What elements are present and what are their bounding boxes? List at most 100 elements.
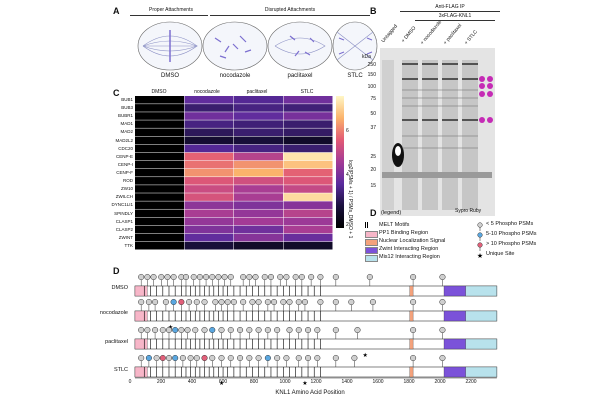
condition-paclitaxel: paclitaxel xyxy=(287,73,313,79)
heatmap-cell-mad1-paclitaxel xyxy=(234,120,283,128)
phospho-site xyxy=(298,273,305,281)
heatmap-colorbar xyxy=(336,96,344,228)
heatmap-cell-bubr1-STLC xyxy=(283,112,333,120)
lane-stlc: + STLC xyxy=(463,29,479,46)
phospho-site xyxy=(439,273,446,281)
nls-region xyxy=(409,338,414,350)
legend-psm-high: > 10 Phospho PSMs xyxy=(486,241,537,247)
phospho-site xyxy=(261,273,268,281)
condition-stlc: STLC xyxy=(347,73,363,79)
phospho-site xyxy=(264,326,271,334)
phospho-site xyxy=(267,273,275,281)
track-backbone xyxy=(134,285,498,297)
marker-37: 37 xyxy=(370,125,376,131)
heatmap-row-label-ttk: TTK xyxy=(124,242,134,248)
marker-75: 75 xyxy=(370,96,376,102)
legend-melt-icon xyxy=(365,222,376,228)
nls-region xyxy=(409,366,414,378)
phospho-site xyxy=(274,326,281,334)
heatmap-row-label-spindly: SPINDLY xyxy=(114,210,133,216)
phospho-site xyxy=(271,298,278,306)
phospho-site xyxy=(178,298,185,306)
spindle-diagrams xyxy=(137,21,378,71)
legend-unique-site: Unique Site xyxy=(486,251,515,257)
heatmap-cell-zwilch-nocodazole xyxy=(184,193,234,201)
phospho-site xyxy=(410,298,417,306)
panel-d-label: D xyxy=(113,266,120,276)
phospho-site xyxy=(332,298,339,306)
phospho-site xyxy=(295,326,302,334)
heatmap-row-label-clasp1: CLASP1 xyxy=(115,218,133,224)
phospho-site xyxy=(439,298,446,306)
heatmap-row-label-dync1li1: DYNC1LI1 xyxy=(111,202,133,208)
heatmap-cell-cenp-e-STLC xyxy=(283,152,333,161)
heatmap-cell-bub3-DMSO xyxy=(135,104,184,112)
heatmap-cell-cenp-i-STLC xyxy=(283,160,333,169)
phospho-site xyxy=(158,273,165,281)
track-label-paclitaxel: paclitaxel xyxy=(105,339,128,345)
track-label-dmso: DMSO xyxy=(111,285,129,291)
legend-nls-text: Nuclear Localization Signal xyxy=(379,238,446,244)
heatmap-cell-dync1li1-DMSO xyxy=(135,201,184,209)
legend-star-icon: ★ xyxy=(477,252,483,258)
phospho-site xyxy=(240,273,247,281)
pp1-region xyxy=(134,285,148,297)
mis12-region xyxy=(465,338,497,350)
phospho-site xyxy=(410,354,417,362)
heatmap-cell-clasp1-paclitaxel xyxy=(234,217,283,226)
heatmap-cell-clasp1-DMSO xyxy=(135,217,184,226)
heatmap-cell-clasp1-nocodazole xyxy=(184,217,234,226)
phospho-site xyxy=(178,326,185,334)
phospho-site xyxy=(186,298,193,306)
heatmap-cell-ttk-nocodazole xyxy=(184,241,234,250)
heatmap-cell-cenp-f-DMSO xyxy=(135,168,184,177)
heatmap-row-label-cenp-i: CENP-I xyxy=(117,161,133,167)
phospho-site xyxy=(165,354,173,362)
heatmap-cell-cenp-i-paclitaxel xyxy=(234,160,283,169)
heatmap-cell-mad2-paclitaxel xyxy=(234,128,283,137)
legend-panel-label: D xyxy=(370,208,377,218)
phospho-site xyxy=(283,354,290,362)
ip-title: Anti-FLAG IP xyxy=(435,4,465,10)
phospho-site xyxy=(153,354,160,362)
phospho-site xyxy=(348,298,355,306)
phospho-site xyxy=(162,298,169,306)
stain-label: Sypro Ruby xyxy=(455,208,482,214)
knl1-domain-tracks: ★★★★ xyxy=(134,273,498,387)
heatmap-cell-bub1-paclitaxel xyxy=(234,96,283,104)
tick-1400: 1400 xyxy=(341,379,353,385)
phospho-site xyxy=(201,354,208,362)
heatmap-row-label-clasp2: CLASP2 xyxy=(115,226,133,232)
x-axis-ticks: 0 200 400 600 800 1000 1200 1400 1600 18… xyxy=(129,379,510,389)
marker-100: 100 xyxy=(367,84,376,90)
phospho-site xyxy=(159,354,166,362)
heatmap-cell-mad2-DMSO xyxy=(135,128,184,137)
phospho-site xyxy=(164,273,171,281)
heatmap-cell-bub3-STLC xyxy=(283,104,333,112)
phospho-site xyxy=(227,326,234,334)
phospho-site xyxy=(304,354,312,362)
track-dmso xyxy=(134,273,498,297)
tick-800: 800 xyxy=(249,379,259,385)
legend-mid-psm-icon xyxy=(477,232,483,238)
phospho-site xyxy=(366,273,373,281)
heatmap-row-label-cenp-e: CENP-E xyxy=(115,153,133,159)
pp1-region xyxy=(134,310,148,322)
zwint-region xyxy=(443,366,466,378)
phospho-site xyxy=(230,298,237,306)
phospho-site xyxy=(152,326,159,334)
ip-subtitle: 3xFLAG-KNL1 xyxy=(438,13,472,19)
heatmap-cell-cenp-e-nocodazole xyxy=(184,152,234,161)
heatmap-row-label-mad2: MAD2 xyxy=(120,129,133,135)
heatmap-cell-spindly-DMSO xyxy=(135,209,184,218)
heatmap-cell-clasp2-nocodazole xyxy=(184,225,234,234)
track-backbone xyxy=(134,338,498,350)
heatmap-row-label-bubr1: BUBR1 xyxy=(117,113,133,119)
legend-melt-text: MELT Motifs xyxy=(379,222,410,228)
tick-1200: 1200 xyxy=(310,379,322,385)
heatmap-cell-dync1li1-nocodazole xyxy=(184,201,234,209)
track-stlc: ★ ★ xyxy=(134,354,498,387)
unique-site-star: ★ xyxy=(219,380,224,387)
phospho-site xyxy=(182,273,190,281)
heatmap-cell-ttk-STLC xyxy=(283,241,333,250)
